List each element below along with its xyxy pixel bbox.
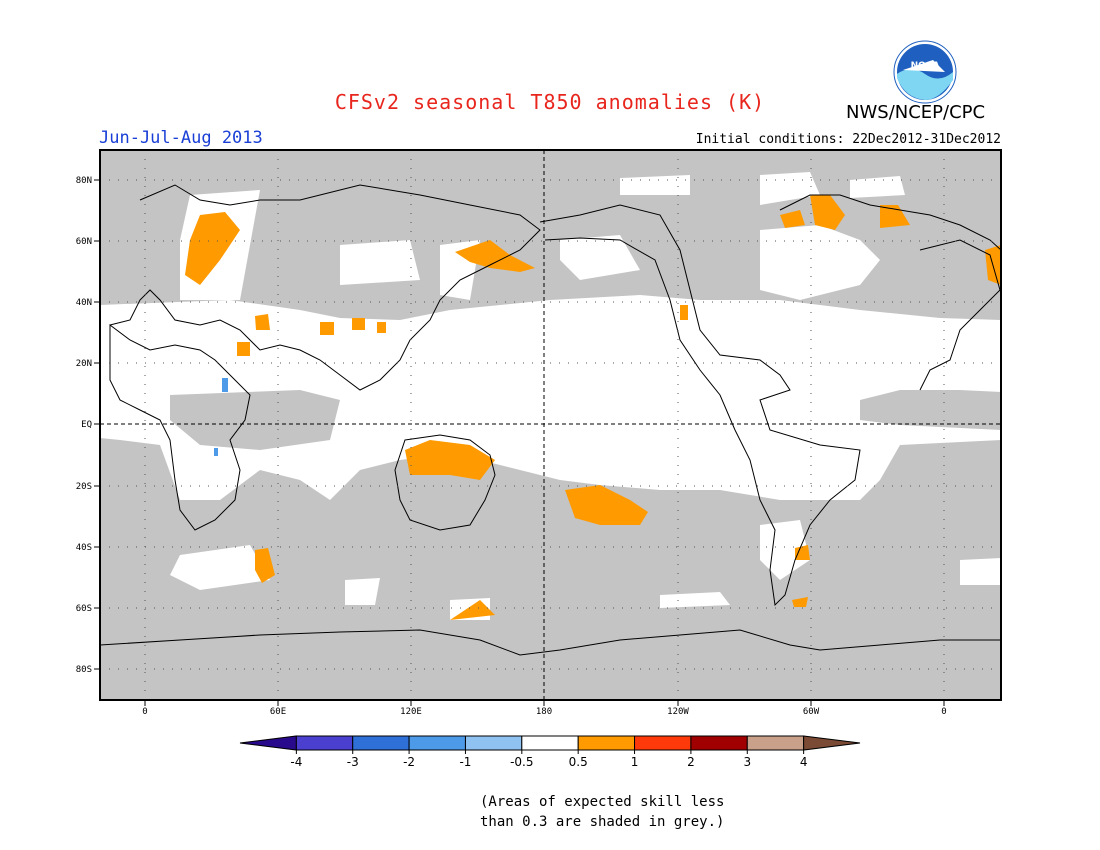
lat-label: 80N — [76, 176, 92, 186]
colorbar-segment — [408, 735, 466, 751]
logo-text: NOAA — [911, 61, 940, 71]
lon-label: 0 — [941, 707, 946, 717]
colorbar-segment — [464, 735, 523, 751]
colorbar-segment — [521, 735, 579, 751]
lat-label: 80S — [76, 665, 92, 675]
colorbar-segment — [295, 735, 354, 751]
initial-conditions-label: Initial conditions: 22Dec2012-31Dec2012 — [695, 132, 1001, 147]
colorbar-segment — [634, 735, 692, 751]
colorbar-legend — [239, 735, 861, 754]
colorbar-segment — [746, 735, 805, 751]
map-area — [100, 150, 1001, 700]
lon-label: 60E — [270, 707, 286, 717]
lat-label: 60S — [76, 604, 92, 614]
colorbar-tick-label: 3 — [743, 755, 751, 769]
skill-caption: (Areas of expected skill less than 0.3 a… — [480, 792, 724, 832]
colorbar-tick-label: -4 — [290, 755, 302, 769]
lon-label: 120W — [667, 707, 689, 717]
colorbar-segment — [352, 735, 410, 751]
caption-line-1: (Areas of expected skill less — [480, 794, 725, 810]
season-label: Jun-Jul-Aug 2013 — [99, 128, 263, 148]
map-frame — [99, 149, 1002, 701]
caption-line-2: than 0.3 are shaded in grey.) — [480, 814, 725, 830]
colorbar-tick-label: -0.5 — [510, 755, 533, 769]
dotted-grid — [100, 150, 1001, 700]
colorbar-segment — [239, 735, 297, 751]
colorbar-segment — [690, 735, 748, 751]
lat-label: 20S — [76, 482, 92, 492]
colorbar-tick-label: 1 — [631, 755, 639, 769]
gridlines — [100, 150, 1001, 700]
lon-label: 60W — [803, 707, 820, 717]
noaa-logo-icon: NOAA — [893, 40, 957, 104]
lon-label: 0 — [142, 707, 147, 717]
cool-anomaly-regions — [214, 378, 228, 456]
organization-label: NWS/NCEP/CPC — [846, 102, 986, 123]
colorbar-tick-label: 4 — [800, 755, 808, 769]
colorbar-tick-label: 0.5 — [569, 755, 588, 769]
chart-title: CFSv2 seasonal T850 anomalies (K) — [334, 90, 766, 114]
lat-label: 40S — [76, 543, 92, 553]
colorbar-segment — [803, 735, 861, 751]
lat-label: 20N — [76, 359, 92, 369]
lat-label: 60N — [76, 237, 92, 247]
lat-label: 40N — [76, 298, 92, 308]
colorbar-tick-label: 2 — [687, 755, 695, 769]
colorbar-tick-label: -1 — [459, 755, 471, 769]
warm-anomaly-regions — [185, 195, 1001, 620]
lon-label: 180 — [536, 707, 552, 717]
lat-label: EQ — [81, 420, 92, 430]
colorbar-tick-label: -3 — [347, 755, 359, 769]
lon-label: 120E — [400, 707, 422, 717]
colorbar-tick-label: -2 — [403, 755, 415, 769]
colorbar-segment — [577, 735, 636, 751]
coastlines — [100, 184, 1001, 656]
